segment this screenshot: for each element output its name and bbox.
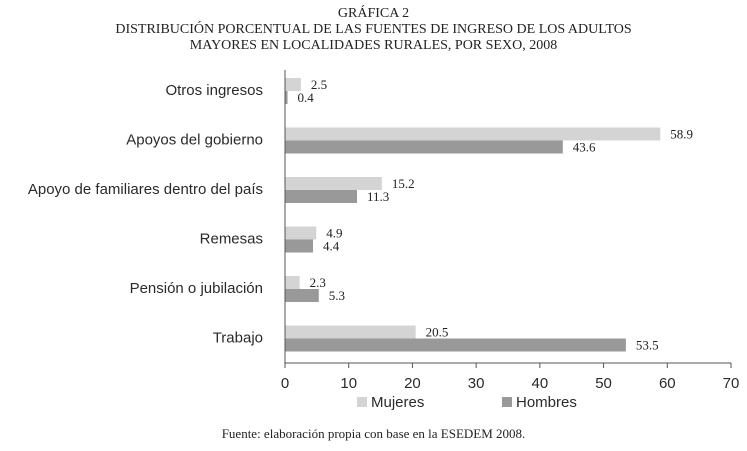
value-label-hombres-remesas: 4.4 (323, 239, 340, 254)
bar-hombres-apoyos-del-gobierno (285, 140, 563, 154)
x-tick-label-70: 70 (723, 375, 740, 392)
category-label-trabajo: Trabajo (213, 330, 263, 347)
value-label-mujeres-apoyos-del-gobierno: 58.9 (670, 127, 693, 142)
value-label-hombres-trabajo: 53.5 (636, 338, 659, 353)
value-label-mujeres-remesas: 4.9 (326, 226, 342, 241)
figure-number: GRÁFICA 2 (337, 6, 410, 21)
bar-hombres-trabajo (285, 338, 626, 352)
bar-hombres-otros-ingresos (285, 91, 288, 104)
bar-mujeres-pension-o-jubilacion (285, 276, 300, 289)
x-tick-label-40: 40 (532, 375, 549, 392)
legend-swatch-hombres (502, 397, 512, 407)
chart-title-line-2: MAYORES EN LOCALIDADES RURALES, POR SEXO… (189, 38, 558, 53)
category-label-pension-o-jubilacion: Pensión o jubilación (130, 280, 263, 297)
category-label-apoyos-del-gobierno: Apoyos del gobierno (126, 132, 263, 149)
value-label-hombres-pension-o-jubilacion: 5.3 (329, 288, 345, 303)
category-label-otros-ingresos: Otros ingresos (165, 82, 263, 99)
x-tick-label-20: 20 (404, 375, 421, 392)
legend-label-hombres: Hombres (516, 394, 577, 411)
x-tick-label-0: 0 (281, 375, 289, 392)
value-label-mujeres-otros-ingresos: 2.5 (311, 77, 327, 92)
bar-hombres-remesas (285, 239, 314, 253)
legend-swatch-mujeres (357, 397, 367, 407)
bar-mujeres-trabajo (285, 325, 416, 339)
chart-title-line-1: DISTRIBUCIÓN PORCENTUAL DE LAS FUENTES D… (115, 22, 632, 37)
chart-title-block: GRÁFICA 2 DISTRIBUCIÓN PORCENTUAL DE LAS… (0, 6, 747, 54)
value-label-mujeres-apoyo-de-familiares-dentro-del-pais: 15.2 (392, 176, 415, 191)
category-label-apoyo-de-familiares-dentro-del-pais: Apoyo de familiares dentro del país (28, 181, 263, 198)
bar-mujeres-otros-ingresos (285, 78, 301, 91)
x-tick-label-30: 30 (468, 375, 485, 392)
bar-mujeres-apoyo-de-familiares-dentro-del-pais (285, 177, 382, 190)
bar-hombres-pension-o-jubilacion (285, 289, 319, 302)
bar-mujeres-apoyos-del-gobierno (285, 127, 661, 141)
x-tick-label-60: 60 (659, 375, 676, 392)
legend-label-mujeres: Mujeres (371, 394, 424, 411)
value-label-mujeres-pension-o-jubilacion: 2.3 (310, 275, 326, 290)
x-tick-label-50: 50 (595, 375, 612, 392)
bar-mujeres-remesas (285, 226, 317, 240)
value-label-hombres-apoyos-del-gobierno: 43.6 (573, 140, 596, 155)
value-label-hombres-otros-ingresos: 0.4 (298, 90, 315, 105)
value-label-hombres-apoyo-de-familiares-dentro-del-pais: 11.3 (367, 189, 389, 204)
source-note: Fuente: elaboración propia con base en l… (221, 426, 526, 441)
x-tick-label-10: 10 (340, 375, 357, 392)
category-label-remesas: Remesas (200, 231, 263, 248)
bar-hombres-apoyo-de-familiares-dentro-del-pais (285, 190, 357, 203)
value-label-mujeres-trabajo: 20.5 (426, 325, 449, 340)
